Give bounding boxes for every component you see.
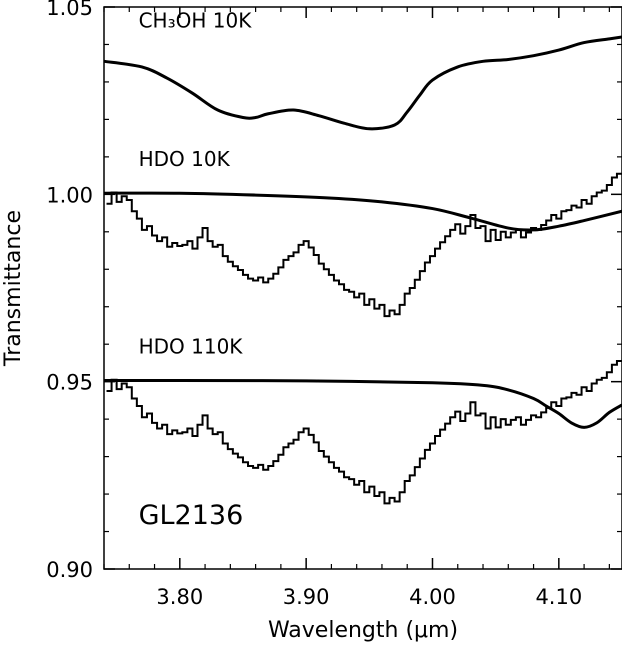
- series-model-line-1: [103, 191, 622, 232]
- y-tick-label: 0.95: [46, 371, 93, 395]
- series-layer: [103, 35, 622, 505]
- axis-ticks: 3.80 3.90 4.00 4.10 0.90 0.95 1.00 1.05: [46, 0, 622, 609]
- annotation-label: CH₃OH 10K: [139, 9, 253, 33]
- y-tick-label: 1.00: [46, 183, 93, 207]
- x-tick-label: 4.00: [409, 585, 456, 609]
- annotations: CH₃OH 10K HDO 10K HDO 110K GL2136: [139, 9, 253, 531]
- x-tick-label: 3.80: [156, 585, 203, 609]
- y-axis-label: Transmittance: [1, 210, 26, 367]
- series-observed-line-4: [106, 360, 622, 505]
- series-model-line-2: [103, 379, 622, 429]
- annotation-label: GL2136: [139, 500, 244, 531]
- series-model-line-0: [103, 35, 622, 131]
- series-observed-line-3: [106, 172, 622, 318]
- x-tick-label: 3.90: [283, 585, 330, 609]
- x-axis-label: Wavelength (μm): [268, 618, 458, 643]
- plot-frame: [103, 6, 622, 570]
- annotation-label: HDO 10K: [139, 147, 231, 171]
- y-tick-label: 0.90: [46, 558, 93, 582]
- annotation-label: HDO 110K: [139, 335, 244, 359]
- x-tick-label: 4.10: [535, 585, 582, 609]
- y-tick-label: 1.05: [46, 0, 93, 20]
